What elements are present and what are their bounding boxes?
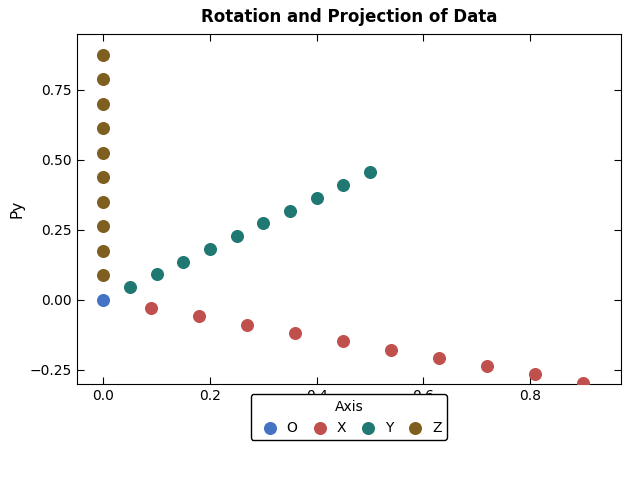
Z: [99, 247, 109, 255]
X: [483, 362, 493, 370]
Z: [99, 272, 109, 279]
Y: [205, 245, 215, 253]
Title: Rotation and Projection of Data: Rotation and Projection of Data: [200, 9, 497, 26]
Z: [99, 173, 109, 181]
X: [291, 329, 301, 337]
X: [531, 371, 541, 378]
X: [387, 346, 397, 353]
X: [147, 304, 157, 312]
Legend: O, X, Y, Z: O, X, Y, Z: [250, 394, 447, 440]
Y: [232, 232, 242, 240]
Y: [339, 181, 349, 189]
Y-axis label: Py: Py: [9, 200, 24, 218]
X-axis label: Px: Px: [340, 408, 358, 423]
X: [195, 312, 205, 320]
Y: [259, 219, 269, 227]
X: [435, 354, 445, 361]
Z: [99, 124, 109, 132]
Z: [99, 198, 109, 205]
Y: [125, 283, 135, 291]
Z: [99, 149, 109, 156]
Z: [99, 100, 109, 108]
X: [243, 321, 253, 328]
O: [99, 296, 109, 304]
Z: [99, 51, 109, 59]
X: [579, 379, 589, 386]
Y: [285, 207, 295, 215]
Y: [312, 194, 322, 202]
X: [339, 337, 349, 345]
Y: [365, 168, 375, 176]
Z: [99, 75, 109, 83]
Y: [152, 271, 162, 278]
Y: [179, 258, 189, 265]
Z: [99, 223, 109, 230]
